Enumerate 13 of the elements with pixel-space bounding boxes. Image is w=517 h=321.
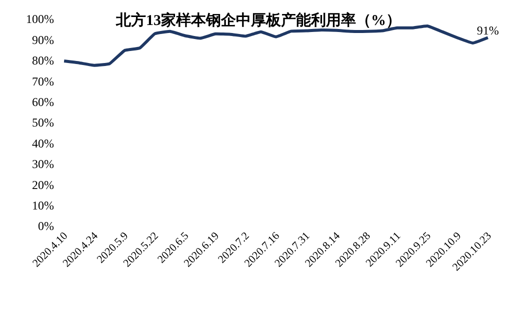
y-tick-label: 40% [32,136,54,150]
y-tick-label: 80% [32,54,54,68]
chart-title: 北方13家样本钢企中厚板产能利用率（%） [115,10,401,29]
y-tick-label: 20% [32,178,54,192]
y-tick-label: 100% [26,12,54,26]
y-tick-label: 50% [32,116,54,130]
y-tick-label: 10% [32,198,54,212]
y-tick-label: 60% [32,95,54,109]
y-tick-label: 90% [32,32,54,47]
y-tick-label: 0% [38,219,54,234]
y-tick-label: 30% [32,157,54,172]
data-label: 91% [476,24,499,38]
y-tick-label: 70% [32,74,54,88]
